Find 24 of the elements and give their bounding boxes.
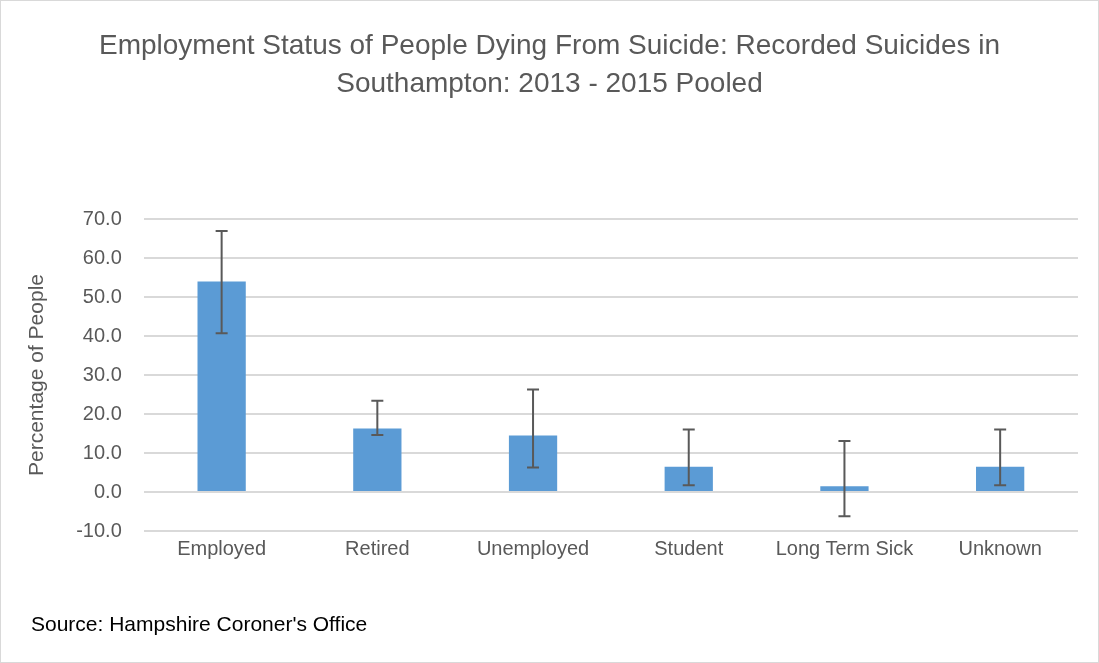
source-note: Source: Hampshire Coroner's Office: [31, 611, 368, 635]
y-tick-label: 0.0: [93, 479, 122, 502]
x-tick-label: Employed: [177, 536, 267, 559]
bar: [976, 466, 1025, 491]
bar: [508, 435, 558, 491]
y-tick-label: 60.0: [82, 245, 122, 268]
bar: [197, 281, 246, 491]
x-tick-label: Long Term Sick: [775, 536, 915, 559]
x-tick-label: Unknown: [958, 536, 1042, 559]
y-axis-title: Percentage of People: [24, 274, 48, 476]
x-tick-label: Unemployed: [476, 536, 590, 559]
chart-title: Employment Status of People Dying From Suicide: Recorded Suicides in Southampton: 2013 - 2015 Pooled: [98, 28, 1001, 98]
bar: [664, 466, 713, 491]
y-tick-label: 40.0: [82, 323, 122, 346]
y-tick-label: 20.0: [82, 401, 122, 424]
x-tick-label: Student: [654, 536, 724, 559]
bar: [820, 486, 869, 491]
bar: [353, 428, 402, 491]
y-tick-label: 10.0: [82, 440, 122, 463]
y-tick-label: 50.0: [82, 284, 122, 307]
x-tick-label: Retired: [345, 536, 410, 559]
y-tick-label: 70.0: [82, 206, 122, 229]
y-tick-label: -10.0: [76, 518, 122, 541]
y-tick-label: 30.0: [82, 362, 122, 385]
